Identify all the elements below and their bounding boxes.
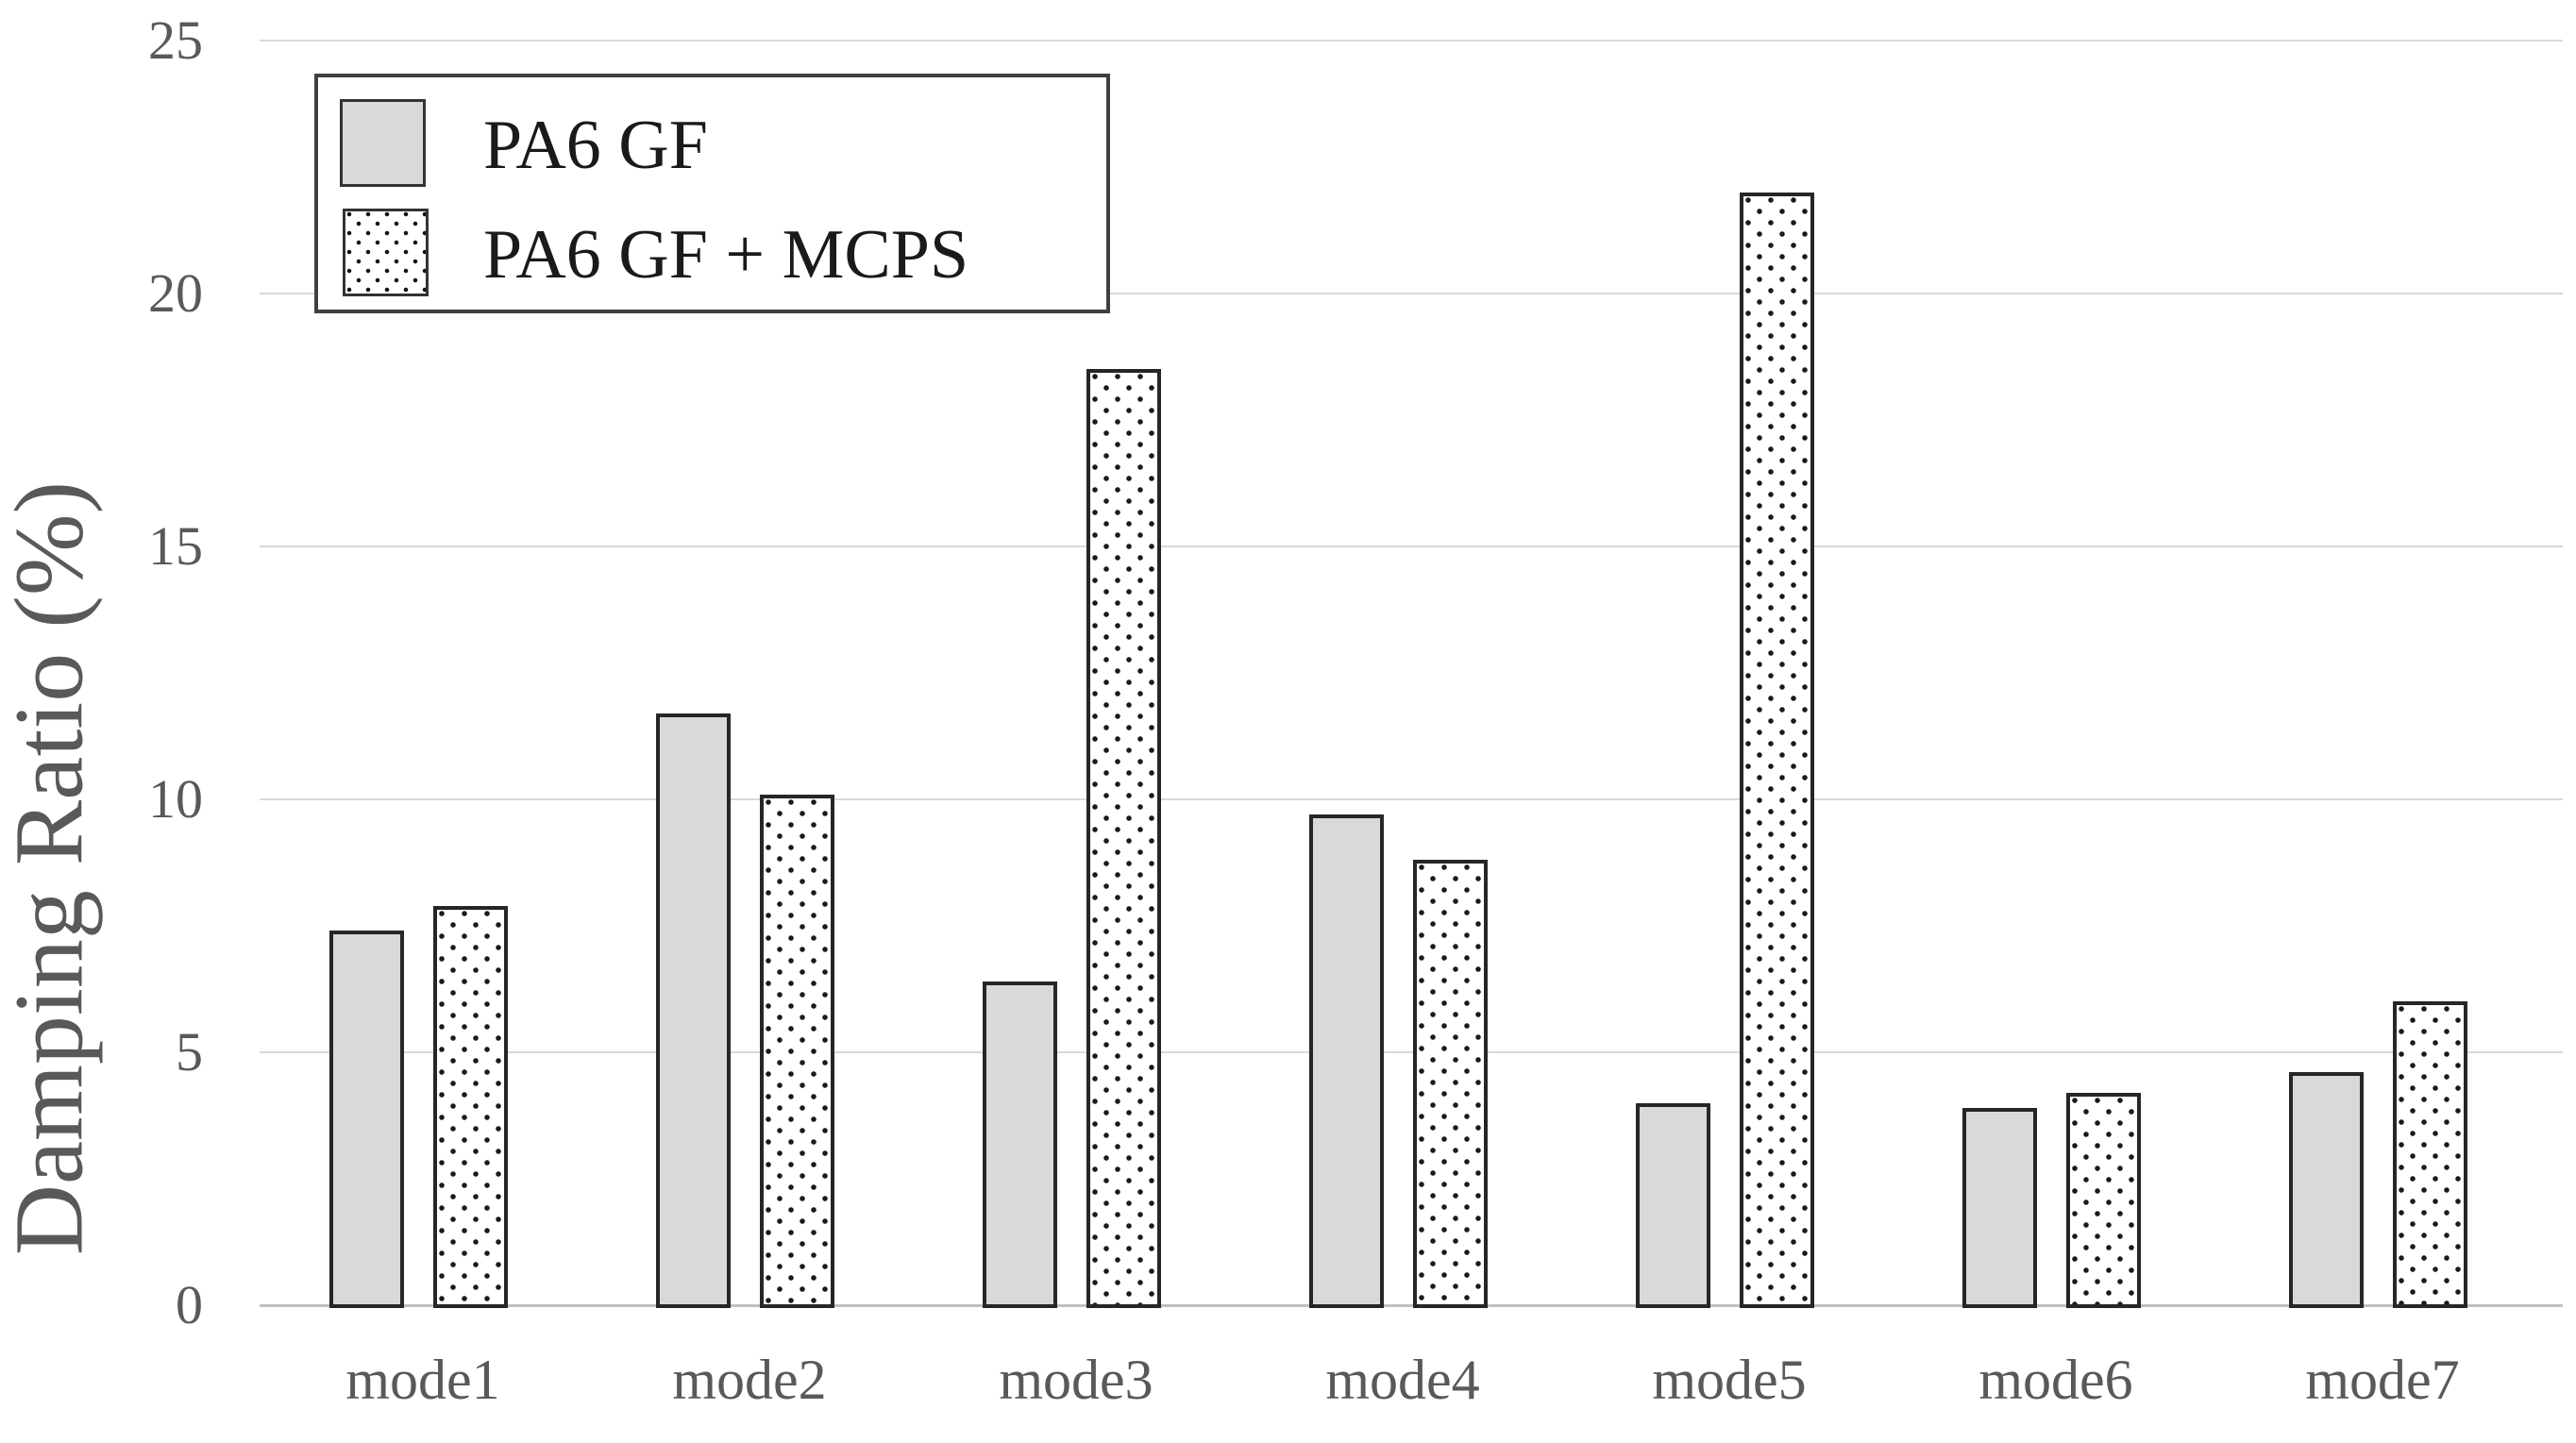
bar-mode7-pa6gf [2288,1072,2364,1308]
gridline-y-25 [260,40,2563,42]
bar-mode4-pa6gf-mcps [1413,860,1488,1308]
gridline-y-15 [260,545,2563,547]
x-label-mode6: mode6 [1978,1349,2133,1411]
y-tick-label-5: 5 [176,1021,203,1082]
gridline-y-10 [260,798,2563,800]
legend-label-pa6gf: PA6 GF [483,107,708,184]
y-axis-title: Damping Ratio (%) [0,480,104,1256]
x-label-mode2: mode2 [672,1349,827,1411]
gridline-y-20 [260,293,2563,294]
bar-mode6-pa6gf-mcps [2066,1092,2141,1308]
legend-label-pa6gf-mcps: PA6 GF + MCPS [483,216,969,294]
gridline-y-0 [260,1304,2563,1307]
x-label-mode1: mode1 [345,1349,500,1411]
x-label-mode5: mode5 [1652,1349,1807,1411]
y-tick-label-15: 15 [148,515,203,577]
bar-mode5-pa6gf-mcps [1740,192,1814,1308]
y-tick-label-20: 20 [148,262,203,324]
bar-mode6-pa6gf [1961,1107,2037,1308]
bar-mode4-pa6gf [1308,814,1384,1308]
x-label-mode7: mode7 [2305,1349,2460,1411]
bar-mode7-pa6gf-mcps [2393,1001,2467,1308]
legend-swatch-solid [340,99,426,187]
bar-mode2-pa6gf [655,713,731,1308]
legend: PA6 GF PA6 GF + MCPS [314,74,1110,313]
bar-mode5-pa6gf [1635,1102,1710,1308]
bar-mode1-pa6gf [328,931,404,1308]
y-tick-label-25: 25 [148,9,203,71]
bar-mode3-pa6gf [982,981,1057,1308]
bar-mode2-pa6gf-mcps [760,794,834,1308]
x-label-mode3: mode3 [999,1349,1153,1411]
bar-mode1-pa6gf-mcps [433,905,508,1308]
gridline-y-5 [260,1051,2563,1053]
legend-swatch-dotted [343,209,429,296]
x-label-mode4: mode4 [1325,1349,1480,1411]
y-tick-label-10: 10 [148,768,203,830]
y-tick-label-0: 0 [176,1274,203,1335]
bar-mode3-pa6gf-mcps [1086,369,1161,1308]
